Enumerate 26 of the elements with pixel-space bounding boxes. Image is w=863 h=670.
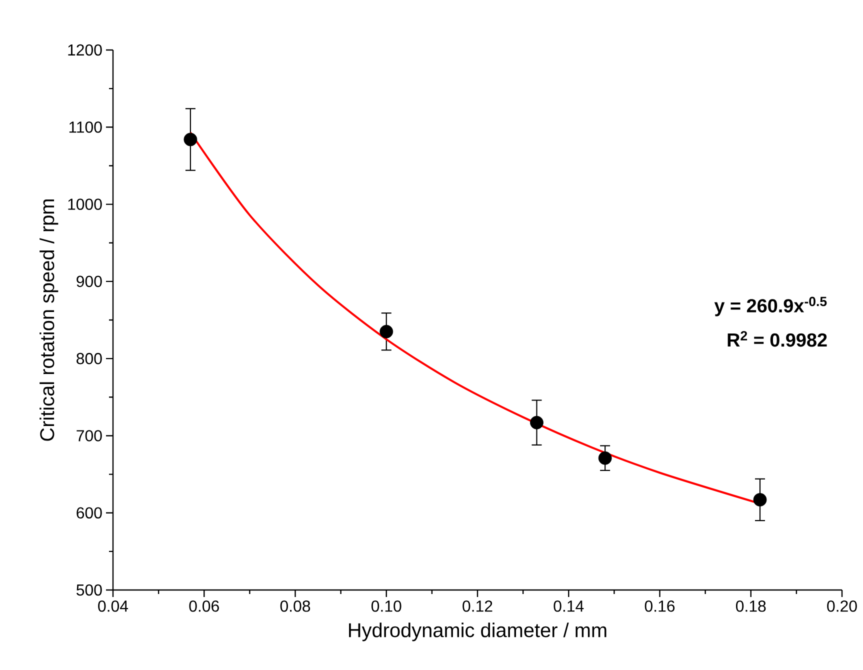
x-tick-label: 0.04 bbox=[98, 600, 128, 612]
y-axis-title: Critical rotation speed / rpm bbox=[40, 200, 58, 441]
annotation: R$^{2}$ = 0.9982 bbox=[728, 331, 827, 347]
y-tick-label: 500 bbox=[76, 584, 102, 596]
x-tick-label: 0.12 bbox=[462, 600, 492, 612]
y-tick-label: 800 bbox=[76, 352, 102, 364]
point bbox=[753, 493, 767, 506]
x-tick-label: 0.20 bbox=[827, 600, 857, 612]
x-axis-title: Hydrodynamic diameter / mm bbox=[349, 622, 606, 642]
annotation: y = 260.9x$^{-0.5}$ bbox=[714, 296, 827, 316]
point bbox=[184, 132, 198, 146]
x-tick-label: 0.18 bbox=[736, 600, 766, 612]
x-tick-label: 0.14 bbox=[554, 600, 584, 612]
y-tick-label: 600 bbox=[76, 507, 102, 518]
x-tick-label: 0.06 bbox=[189, 600, 219, 612]
x-tick-label: 0.08 bbox=[280, 600, 310, 612]
point bbox=[380, 324, 394, 338]
y-tick-label: 1200 bbox=[68, 44, 102, 56]
x-tick-label: 0.16 bbox=[644, 600, 675, 612]
x-tick-label: 0.10 bbox=[371, 600, 402, 612]
y-tick-label: 1000 bbox=[68, 198, 102, 210]
point bbox=[530, 416, 544, 430]
y-tick-label: 900 bbox=[76, 276, 102, 288]
y-tick-label: 700 bbox=[76, 430, 102, 442]
y-tick-label: 1100 bbox=[69, 122, 102, 133]
point bbox=[598, 451, 612, 465]
